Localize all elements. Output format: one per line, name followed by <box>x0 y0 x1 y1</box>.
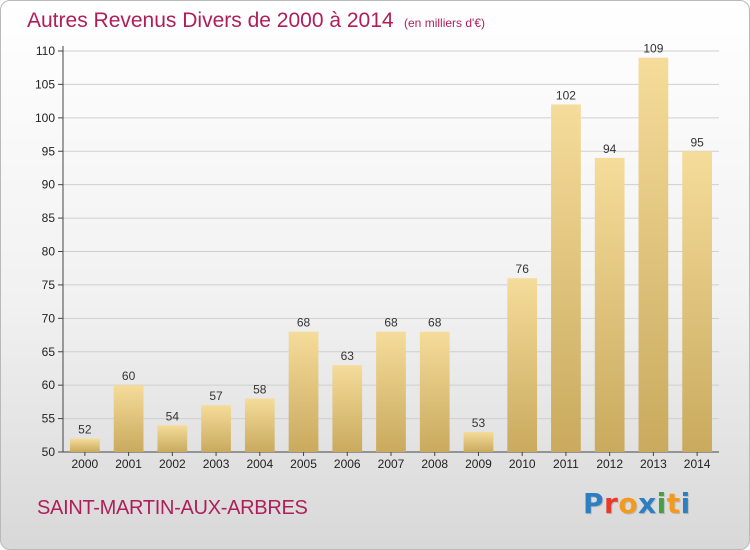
data-label-2009: 53 <box>472 416 486 430</box>
y-tick-label: 85 <box>42 211 56 225</box>
y-tick-label: 95 <box>42 144 56 158</box>
y-tick-label: 50 <box>42 445 56 459</box>
x-tick-label-2013: 2013 <box>640 457 667 471</box>
data-label-2008: 68 <box>428 316 442 330</box>
y-tick-label: 70 <box>42 311 56 325</box>
y-tick-label: 110 <box>36 44 55 58</box>
bar-2005 <box>288 331 319 452</box>
data-label-2002: 54 <box>166 409 180 423</box>
data-label-2003: 57 <box>209 389 223 403</box>
y-tick-label: 80 <box>42 245 56 259</box>
logo-letter: x <box>638 487 657 520</box>
bar-2009 <box>463 431 494 452</box>
chart-title: Autres Revenus Divers de 2000 à 2014 (en… <box>27 9 485 33</box>
y-tick-label: 65 <box>42 345 56 359</box>
y-tick-label: 55 <box>42 412 56 426</box>
bar-2004 <box>244 398 275 452</box>
y-tick-label: 60 <box>42 378 56 392</box>
data-label-2001: 60 <box>122 369 136 383</box>
bar-2006 <box>332 365 363 452</box>
x-tick-label-2001: 2001 <box>115 457 142 471</box>
x-tick-label-2003: 2003 <box>203 457 230 471</box>
logo-letter: r <box>604 487 619 520</box>
data-label-2004: 58 <box>253 383 267 397</box>
x-tick-label-2004: 2004 <box>246 457 273 471</box>
bar-2008 <box>419 331 450 452</box>
bar-2010 <box>507 278 538 452</box>
x-tick-label-2000: 2000 <box>72 457 99 471</box>
bar-2013 <box>638 57 669 452</box>
bar-2014 <box>682 151 713 452</box>
bar-2007 <box>376 331 406 452</box>
y-tick-label: 90 <box>42 178 56 192</box>
bar-2002 <box>157 425 188 452</box>
x-tick-label-2014: 2014 <box>684 457 711 471</box>
data-label-2013: 109 <box>643 42 663 56</box>
data-label-2006: 63 <box>341 349 355 363</box>
logo-letter: t <box>666 487 681 520</box>
x-tick-label-2007: 2007 <box>378 457 405 471</box>
x-tick-label-2008: 2008 <box>421 457 448 471</box>
bar-2001 <box>113 385 144 452</box>
data-label-2011: 102 <box>556 88 576 102</box>
data-label-2014: 95 <box>690 135 704 149</box>
logo-letter: i <box>656 487 667 520</box>
bar-2000 <box>69 438 100 452</box>
data-label-2012: 94 <box>603 142 617 156</box>
logo-letter: o <box>618 487 639 520</box>
bar-2011 <box>551 104 581 452</box>
chart-title-text: Autres Revenus Divers de 2000 à 2014 <box>27 9 394 32</box>
y-tick-label: 100 <box>35 111 55 125</box>
x-tick-label-2009: 2009 <box>465 457 492 471</box>
data-label-2000: 52 <box>78 423 92 437</box>
y-tick-label: 75 <box>42 278 56 292</box>
chart-unit: (en milliers d'€) <box>404 16 485 30</box>
x-tick-label-2006: 2006 <box>334 457 361 471</box>
x-tick-label-2002: 2002 <box>159 457 186 471</box>
logo-letter: i <box>680 487 691 520</box>
data-label-2005: 68 <box>297 316 311 330</box>
commune-name: SAINT-MARTIN-AUX-ARBRES <box>37 497 308 519</box>
proxiti-logo[interactable]: Proxiti <box>583 487 691 520</box>
y-tick-label: 105 <box>35 77 55 91</box>
data-label-2007: 68 <box>384 316 398 330</box>
bar-2012 <box>594 157 625 452</box>
bar-2003 <box>201 405 231 452</box>
x-tick-label-2011: 2011 <box>553 457 579 471</box>
data-label-2010: 76 <box>516 262 530 276</box>
x-tick-label-2005: 2005 <box>290 457 317 471</box>
x-tick-label-2012: 2012 <box>596 457 623 471</box>
logo-letter: P <box>583 487 605 520</box>
x-tick-label-2010: 2010 <box>509 457 536 471</box>
